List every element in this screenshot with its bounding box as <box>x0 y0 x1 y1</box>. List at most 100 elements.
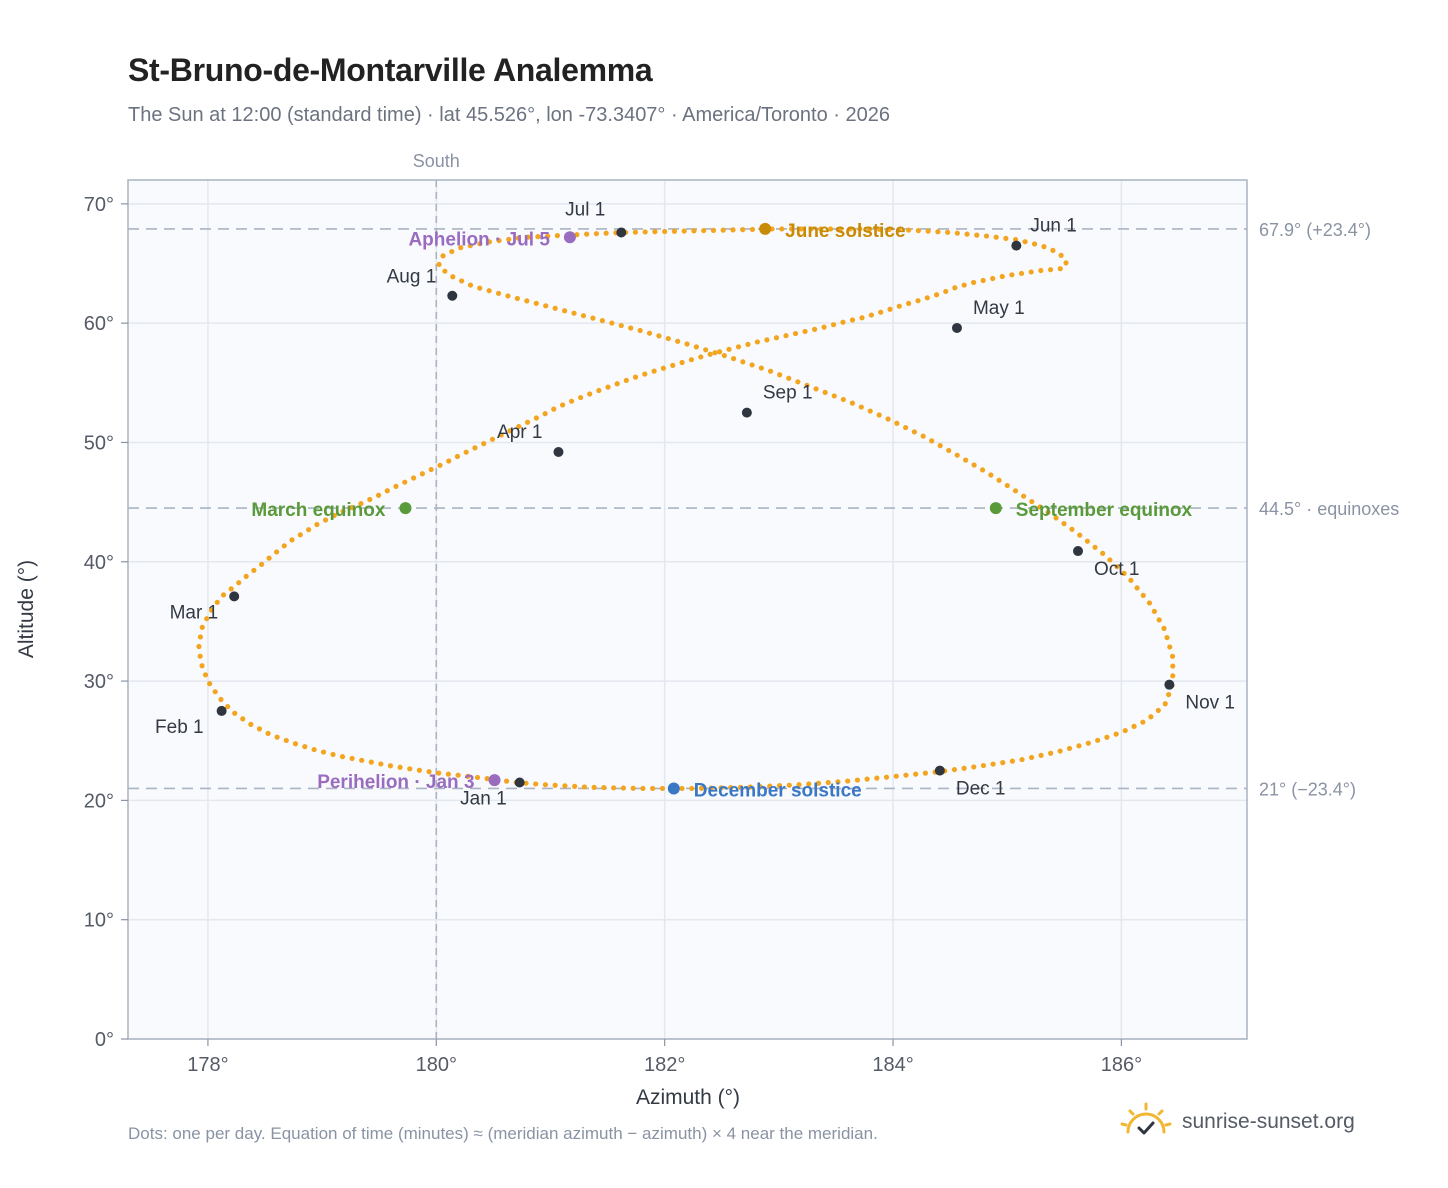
day-dot <box>1113 731 1119 737</box>
day-dot <box>656 333 662 339</box>
day-dot <box>651 368 657 374</box>
day-dot <box>876 226 882 232</box>
day-dot <box>410 475 417 481</box>
day-dot <box>484 776 490 782</box>
day-dot <box>961 282 967 288</box>
day-dot <box>920 433 926 439</box>
day-dot <box>679 359 685 366</box>
day-dot <box>925 228 931 234</box>
day-dot <box>637 327 643 334</box>
day-dot <box>330 751 336 758</box>
day-dot <box>1066 745 1073 752</box>
day-dot <box>1122 727 1128 734</box>
day-dot <box>1053 515 1059 521</box>
day-dot <box>988 472 994 478</box>
day-dot <box>1114 564 1120 570</box>
day-dot <box>650 785 656 792</box>
day-dot <box>792 330 799 337</box>
day-dot <box>495 290 502 296</box>
day-dot <box>815 780 822 786</box>
day-dot <box>378 761 384 767</box>
day-dot <box>840 396 846 403</box>
day-dot <box>911 429 917 435</box>
day-dot <box>786 375 792 381</box>
day-dot <box>228 586 234 592</box>
month-label: Sep 1 <box>763 383 813 404</box>
day-dot <box>623 377 629 383</box>
day-dot <box>701 227 707 234</box>
event-label: June solstice <box>785 221 905 242</box>
day-dot <box>1146 600 1153 606</box>
day-dot <box>845 778 851 784</box>
day-dot <box>952 285 958 291</box>
day-dot <box>1162 701 1168 707</box>
month-label: Jan 1 <box>460 788 506 809</box>
day-dot <box>642 229 648 235</box>
day-dot <box>533 300 539 306</box>
day-dot <box>248 721 254 727</box>
day-dot <box>1156 617 1162 623</box>
day-dot <box>503 778 510 784</box>
month-dot <box>447 290 458 301</box>
day-dot <box>524 419 531 425</box>
day-dot <box>440 253 446 259</box>
day-dot <box>903 772 909 778</box>
month-dot <box>741 407 752 418</box>
day-dot <box>830 322 837 328</box>
x-tick-label: 182° <box>644 1054 685 1076</box>
day-dot <box>849 317 856 323</box>
event-label: March equinox <box>251 500 386 521</box>
day-dot <box>232 710 238 716</box>
day-dot <box>446 458 452 464</box>
day-dot <box>971 764 977 770</box>
day-dot <box>609 320 615 326</box>
day-dot <box>568 398 575 404</box>
day-dot <box>726 346 732 352</box>
day-dot <box>662 228 668 235</box>
event-dot <box>667 782 680 795</box>
day-dot <box>864 776 870 782</box>
day-dot <box>983 233 990 239</box>
event-markers: June solstice December solstice March equi… <box>251 221 1192 802</box>
month-label: Mar 1 <box>170 602 219 623</box>
day-dot <box>596 387 602 394</box>
day-dot <box>749 362 755 368</box>
day-dot <box>737 784 744 790</box>
day-dot <box>419 471 426 477</box>
day-dot <box>660 365 667 371</box>
brand[interactable]: sunrise-sunset.org <box>1120 1100 1355 1144</box>
day-dot <box>572 783 578 789</box>
axes: 178° 180° 182° 184° 186° 0° 10° 20° 30° 40° 50° 60°… <box>84 194 1142 1076</box>
day-dot <box>1048 750 1054 756</box>
day-dot <box>990 275 996 282</box>
day-dot <box>804 382 810 388</box>
day-dot <box>208 607 215 613</box>
day-dot <box>795 379 801 385</box>
day-dot <box>214 599 220 605</box>
day-dot <box>220 592 227 598</box>
day-dot <box>796 782 802 788</box>
day-dot <box>535 234 541 240</box>
day-dot <box>767 368 774 374</box>
day-dot <box>477 241 483 247</box>
event-label: December solstice <box>694 780 862 801</box>
day-dot <box>1019 756 1025 763</box>
day-dot <box>331 512 337 519</box>
day-dot <box>896 227 902 233</box>
day-dot <box>618 322 624 329</box>
day-dot <box>426 769 432 775</box>
day-dot <box>652 229 658 235</box>
day-dot <box>922 770 928 776</box>
day-dot <box>465 773 471 779</box>
day-dot <box>858 404 864 410</box>
day-dot <box>728 784 734 791</box>
day-dot <box>821 324 827 330</box>
day-dot <box>1169 653 1176 659</box>
month-label: Aug 1 <box>387 267 437 288</box>
day-dot <box>786 782 792 788</box>
day-dot <box>437 462 443 468</box>
y-tick-label: 40° <box>84 552 114 574</box>
day-dot <box>265 730 271 737</box>
day-dot <box>1069 526 1075 532</box>
day-dot <box>740 359 746 365</box>
